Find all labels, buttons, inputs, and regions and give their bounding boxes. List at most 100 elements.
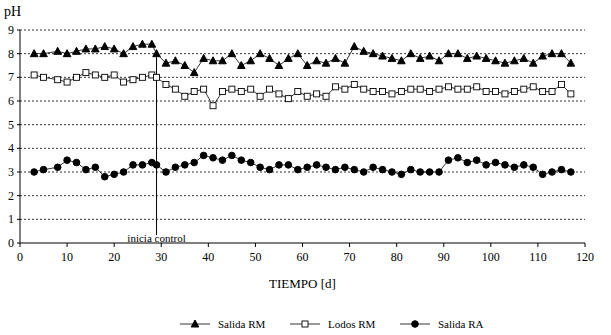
data-point — [31, 72, 37, 78]
data-point — [351, 81, 357, 87]
data-point — [445, 84, 451, 90]
data-point — [549, 89, 555, 95]
data-point — [73, 47, 81, 54]
y-axis-label: pH — [4, 4, 21, 19]
data-point — [294, 50, 302, 57]
data-point — [40, 166, 47, 173]
data-point — [172, 86, 178, 92]
x-tick — [443, 243, 444, 247]
data-point — [285, 96, 291, 102]
grid-line — [20, 53, 585, 54]
data-point — [520, 54, 528, 61]
data-point — [502, 162, 509, 169]
data-point — [501, 59, 509, 66]
data-point — [295, 89, 301, 95]
data-point — [228, 50, 236, 57]
y-axis — [20, 30, 21, 243]
data-point — [257, 164, 264, 171]
data-point — [181, 62, 189, 69]
x-tick — [302, 243, 303, 247]
data-point — [380, 89, 386, 95]
x-tick — [396, 243, 397, 247]
annotation-text: inicia control — [127, 232, 185, 244]
data-point — [417, 169, 424, 176]
data-point — [163, 169, 170, 176]
data-point — [416, 54, 424, 61]
data-point — [190, 69, 198, 76]
series-line — [34, 155, 571, 176]
data-point — [445, 50, 453, 57]
data-point — [304, 164, 311, 171]
data-point — [73, 159, 80, 166]
x-tick — [585, 243, 586, 247]
data-point — [247, 57, 255, 64]
data-point — [92, 45, 100, 52]
x-tick — [208, 243, 209, 247]
x-tick-label: 110 — [529, 250, 547, 264]
data-point — [191, 89, 197, 95]
data-point — [111, 171, 118, 178]
data-point — [398, 57, 406, 64]
data-point — [474, 84, 480, 90]
grid-line — [20, 219, 585, 220]
data-point — [130, 77, 136, 83]
data-point — [313, 162, 320, 169]
y-tick-label: 6 — [8, 94, 14, 108]
data-point — [436, 86, 442, 92]
data-point — [493, 89, 499, 95]
data-point — [511, 57, 519, 64]
data-point — [101, 43, 109, 50]
data-point — [426, 169, 433, 176]
data-point — [558, 166, 565, 173]
data-point — [435, 57, 443, 64]
x-tick-label: 90 — [438, 250, 450, 264]
data-point — [182, 93, 188, 99]
data-point — [41, 74, 47, 80]
data-point — [558, 81, 564, 87]
data-point — [332, 54, 340, 61]
grid-line — [20, 30, 585, 31]
data-point — [473, 52, 481, 59]
data-point — [139, 162, 146, 169]
data-point — [549, 169, 556, 176]
series-line — [34, 44, 571, 72]
x-tick-label: 70 — [344, 250, 356, 264]
data-point — [407, 166, 414, 173]
data-point — [229, 152, 236, 159]
data-point — [558, 50, 566, 57]
data-point — [361, 86, 367, 92]
data-point — [389, 169, 396, 176]
data-point — [191, 159, 198, 166]
y-tick-label: 5 — [8, 118, 14, 132]
data-point — [229, 86, 235, 92]
data-point — [379, 166, 386, 173]
data-point — [351, 166, 358, 173]
data-point — [313, 57, 321, 64]
data-point — [454, 50, 462, 57]
data-point — [74, 74, 80, 80]
data-point — [369, 50, 377, 57]
data-point — [83, 166, 90, 173]
data-point — [64, 157, 71, 164]
data-point — [120, 169, 127, 176]
data-point — [342, 86, 348, 92]
data-point — [102, 74, 108, 80]
grid-line — [20, 101, 585, 102]
data-point — [294, 166, 301, 173]
data-point — [83, 70, 89, 76]
data-point — [511, 164, 518, 171]
data-point — [276, 91, 282, 97]
data-point — [407, 50, 415, 57]
data-point — [520, 162, 527, 169]
x-tick — [67, 243, 68, 247]
data-point — [172, 164, 179, 171]
data-point — [31, 169, 38, 176]
data-point — [40, 50, 48, 57]
x-tick-label: 100 — [482, 250, 500, 264]
x-tick-label: 0 — [17, 250, 23, 264]
data-point — [408, 86, 414, 92]
data-point — [530, 164, 537, 171]
data-point — [248, 86, 254, 92]
data-point — [483, 89, 489, 95]
data-point — [163, 81, 169, 87]
